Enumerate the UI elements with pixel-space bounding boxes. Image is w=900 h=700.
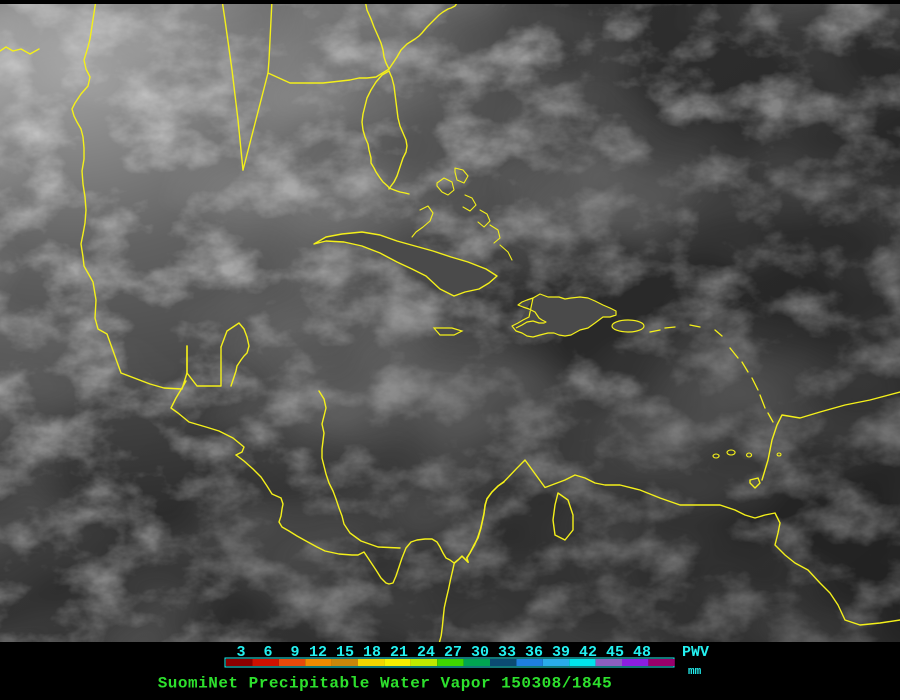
svg-text:SuomiNet Precipitable Water Va: SuomiNet Precipitable Water Vapor 150308…	[158, 675, 613, 693]
svg-text:mm: mm	[688, 666, 702, 678]
svg-text:PWV: PWV	[682, 644, 709, 661]
